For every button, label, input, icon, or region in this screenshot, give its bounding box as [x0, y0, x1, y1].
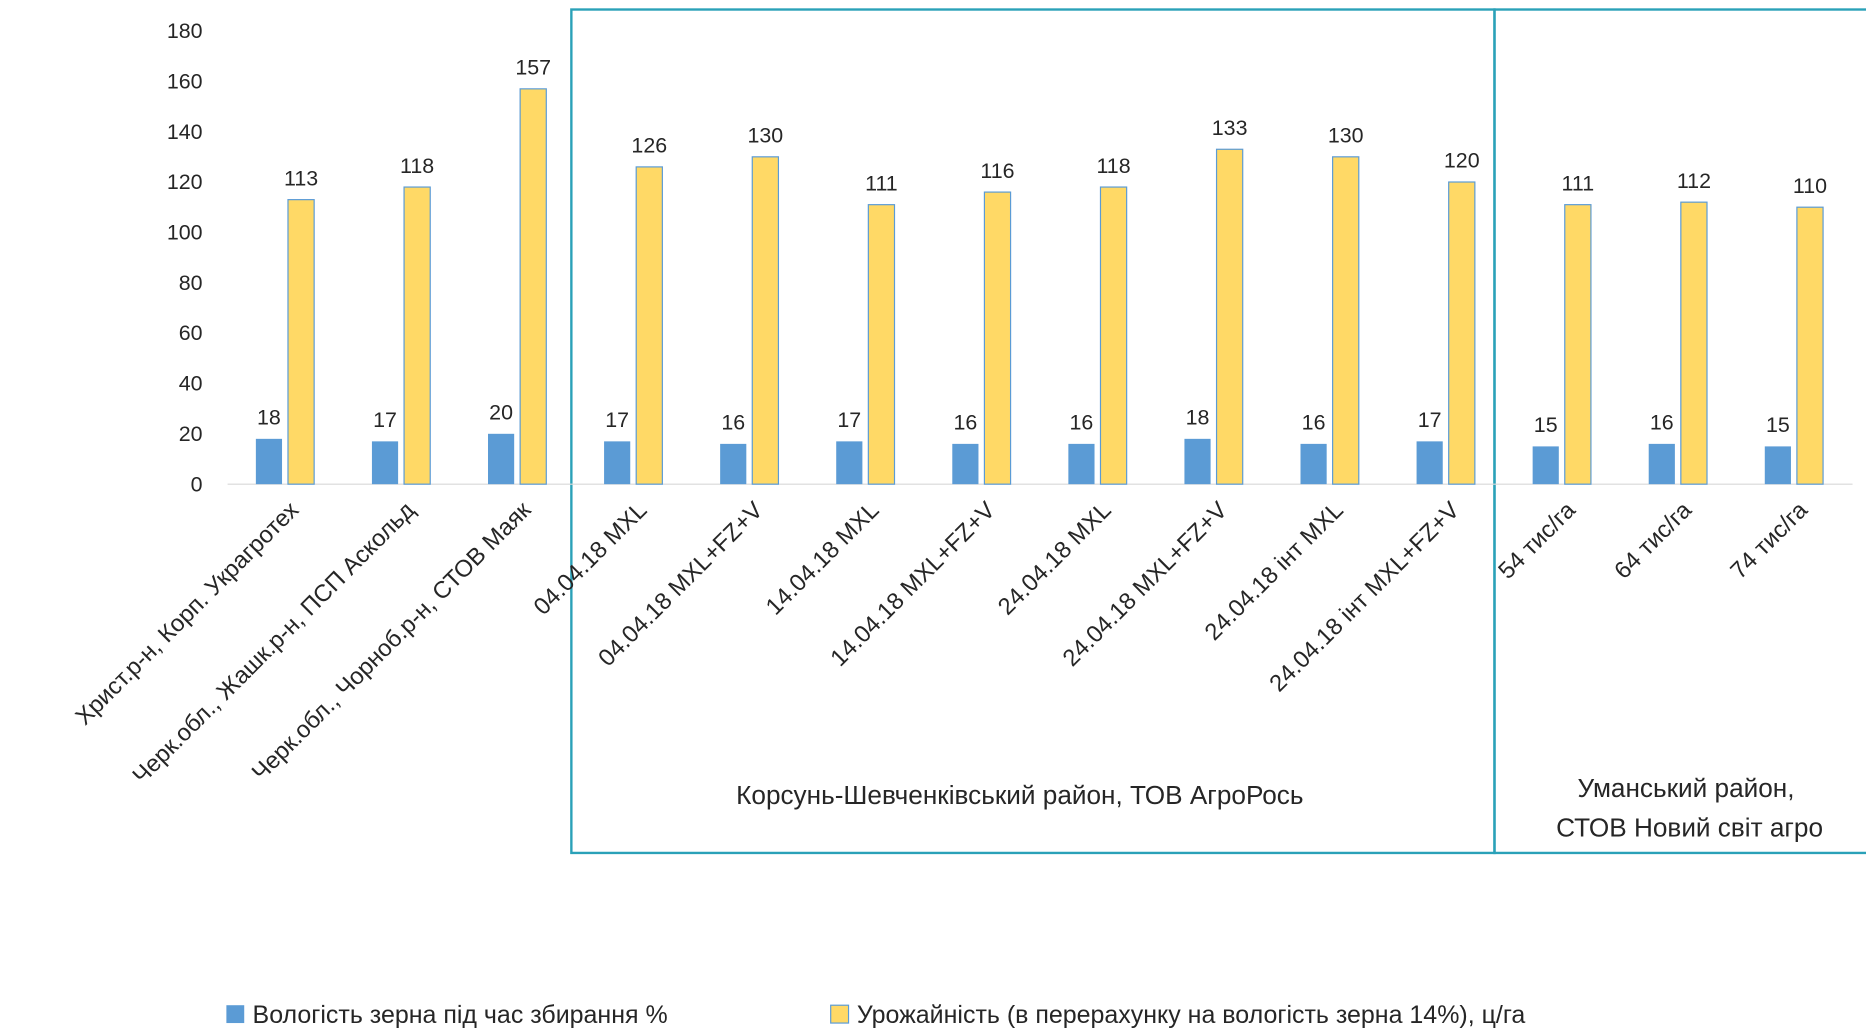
x-tick-label: 04.04.18 MXL	[529, 497, 653, 621]
bar	[836, 441, 863, 485]
data-label: 111	[1562, 171, 1595, 195]
legend-swatch	[830, 1004, 850, 1024]
data-label: 118	[400, 154, 434, 178]
y-tick-label: 80	[179, 271, 203, 295]
y-tick-label: 180	[167, 19, 203, 43]
data-label: 130	[1328, 124, 1364, 148]
data-label: 110	[1793, 174, 1827, 198]
data-label: 15	[1534, 413, 1558, 437]
bar	[1215, 148, 1244, 485]
data-label: 18	[1186, 406, 1210, 430]
bar	[1796, 206, 1824, 485]
bar	[1099, 186, 1128, 485]
data-label: 16	[953, 411, 977, 435]
data-label: 126	[631, 134, 667, 158]
bar	[952, 443, 979, 485]
legend-swatch	[226, 1005, 245, 1024]
bar	[1532, 446, 1559, 485]
data-label: 15	[1766, 413, 1790, 437]
bar	[720, 443, 747, 485]
bar	[1680, 201, 1708, 485]
bar	[519, 88, 547, 485]
data-label: 120	[1444, 149, 1480, 173]
bar	[371, 441, 399, 485]
y-tick-label: 40	[179, 372, 203, 396]
legend-label: Вологість зерна під час збирання %	[253, 1001, 668, 1029]
y-tick-label: 140	[167, 120, 203, 144]
x-tick-label: 14.04.18 MXL	[761, 497, 885, 621]
bar	[1648, 443, 1675, 485]
bar	[1184, 438, 1211, 485]
legend-label: Урожайність (в перерахунку на вологість …	[857, 1001, 1526, 1029]
group-label: Корсунь-Шевченківський район, ТОВ АгроРо…	[736, 780, 1303, 810]
x-tick-label: 74 тис/га	[1725, 496, 1813, 584]
y-tick-label: 120	[167, 170, 203, 194]
y-tick-label: 160	[167, 69, 203, 93]
group-box	[1493, 8, 1866, 855]
data-label: 133	[1212, 116, 1248, 140]
bar	[867, 204, 896, 485]
data-label: 111	[865, 171, 898, 195]
bar	[1564, 204, 1592, 485]
bar	[635, 166, 663, 485]
data-label: 16	[1070, 411, 1094, 435]
data-label: 20	[489, 401, 513, 425]
data-label: 17	[373, 408, 397, 432]
bar	[1332, 156, 1360, 485]
x-tick-label: 24.04.18 інт MXL+FZ+V	[1264, 497, 1465, 698]
data-label: 118	[1096, 154, 1130, 178]
bar	[403, 186, 431, 485]
bar	[604, 441, 631, 485]
data-label: 16	[721, 411, 745, 435]
bar	[1416, 441, 1443, 485]
data-label: 130	[747, 124, 783, 148]
y-tick-label: 20	[179, 422, 203, 446]
bar	[1764, 446, 1791, 485]
data-label: 17	[1418, 408, 1442, 432]
data-label: 157	[515, 56, 551, 80]
bar	[1300, 443, 1327, 485]
bar	[287, 199, 315, 485]
data-label: 116	[980, 159, 1014, 183]
group-label: Уманський район,	[1578, 773, 1795, 803]
data-label: 16	[1650, 411, 1674, 435]
bar	[488, 433, 515, 485]
data-label: 17	[605, 408, 629, 432]
y-tick-label: 100	[167, 221, 203, 245]
x-tick-label: Христ.р-н, Корп. Украгротех	[70, 497, 304, 731]
data-label: 18	[257, 406, 281, 430]
y-tick-label: 60	[179, 321, 203, 345]
bar	[255, 438, 283, 485]
data-label: 113	[284, 166, 318, 190]
data-label: 112	[1677, 169, 1711, 193]
data-label: 16	[1302, 411, 1326, 435]
bar	[983, 191, 1012, 485]
group-label: СТОВ Новий світ агро	[1556, 812, 1823, 842]
bar	[1448, 181, 1476, 485]
x-tick-label: 54 тис/га	[1493, 496, 1581, 584]
bar	[1068, 443, 1095, 485]
y-tick-label: 0	[191, 472, 203, 496]
x-tick-label: 64 тис/га	[1609, 496, 1697, 584]
data-label: 17	[837, 408, 861, 432]
x-tick-label: 24.04.18 MXL	[993, 497, 1117, 621]
bar	[751, 156, 780, 485]
